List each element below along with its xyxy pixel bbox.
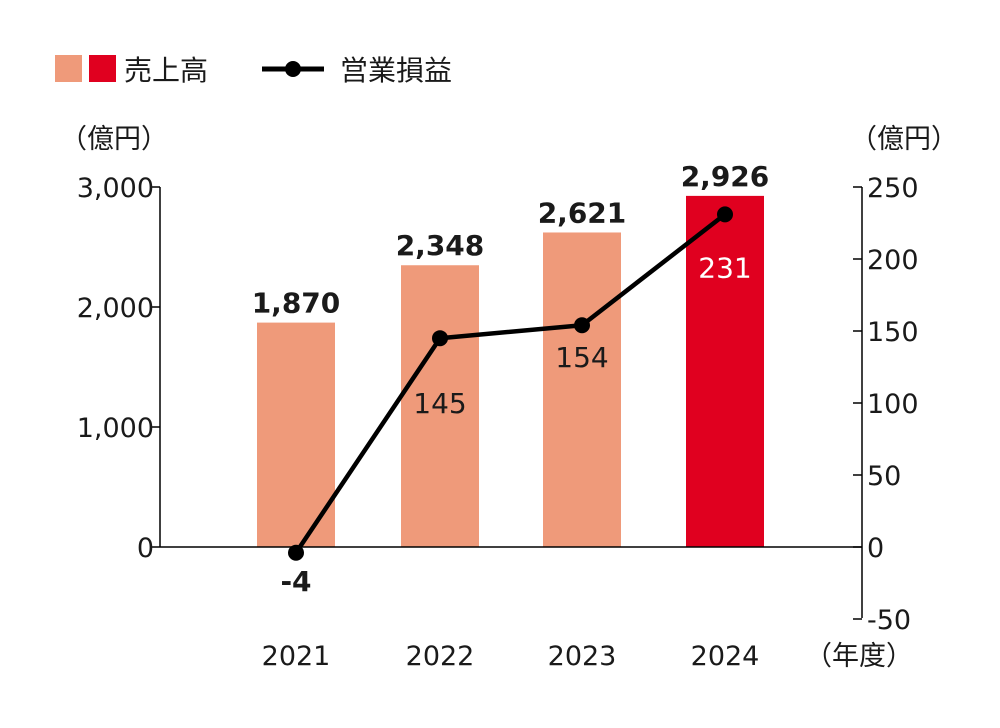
bar-label-2021: 1,870	[252, 287, 341, 320]
line-point-2024	[717, 206, 733, 223]
x-tick-label: 2024	[691, 641, 760, 672]
line-point-2023	[574, 317, 590, 334]
left-axis-unit: （億円）	[60, 124, 168, 155]
right-tick-label: 0	[867, 533, 884, 564]
bar-2023	[543, 232, 621, 548]
bar-2024	[686, 195, 764, 547]
left-tick-label: 0	[137, 533, 154, 564]
legend-label-operating: 営業損益	[340, 54, 452, 87]
bar-label-2023: 2,621	[538, 196, 627, 229]
right-tick-label: 250	[867, 173, 919, 204]
right-tick-label: 50	[867, 461, 901, 492]
bar-2022	[401, 265, 479, 547]
legend-swatch-sales	[55, 55, 82, 82]
x-tick-label: 2021	[262, 641, 331, 672]
bar-label-2024: 2,926	[681, 160, 770, 193]
right-tick-label: 100	[867, 389, 919, 420]
line-point-2021	[288, 544, 304, 561]
x-tick-label: 2023	[548, 641, 617, 672]
operating-line	[294, 212, 727, 555]
line-label-2024: 231	[698, 251, 751, 284]
line-label-2021: -4	[280, 565, 311, 598]
x-tick-label: 2022	[406, 641, 475, 672]
right-tick-label: 150	[867, 317, 919, 348]
right-axis-unit: （億円）	[850, 124, 958, 155]
legend-label-sales: 売上高	[124, 54, 208, 87]
x-axis-label: （年度）	[805, 641, 913, 672]
right-tick-label: -50	[867, 605, 911, 636]
left-tick-label: 1,000	[77, 413, 154, 444]
line-point-2022	[432, 330, 448, 347]
right-tick-label: 200	[867, 245, 919, 276]
legend-marker-operating	[285, 61, 301, 77]
line-label-2022: 145	[413, 387, 466, 420]
left-tick-label: 3,000	[77, 173, 154, 204]
line-label-2023: 154	[555, 341, 608, 374]
left-tick-label: 2,000	[77, 293, 154, 324]
bar-label-2022: 2,348	[396, 229, 485, 262]
legend-swatch-sales-2024	[89, 55, 116, 82]
bar-2021	[257, 322, 335, 547]
